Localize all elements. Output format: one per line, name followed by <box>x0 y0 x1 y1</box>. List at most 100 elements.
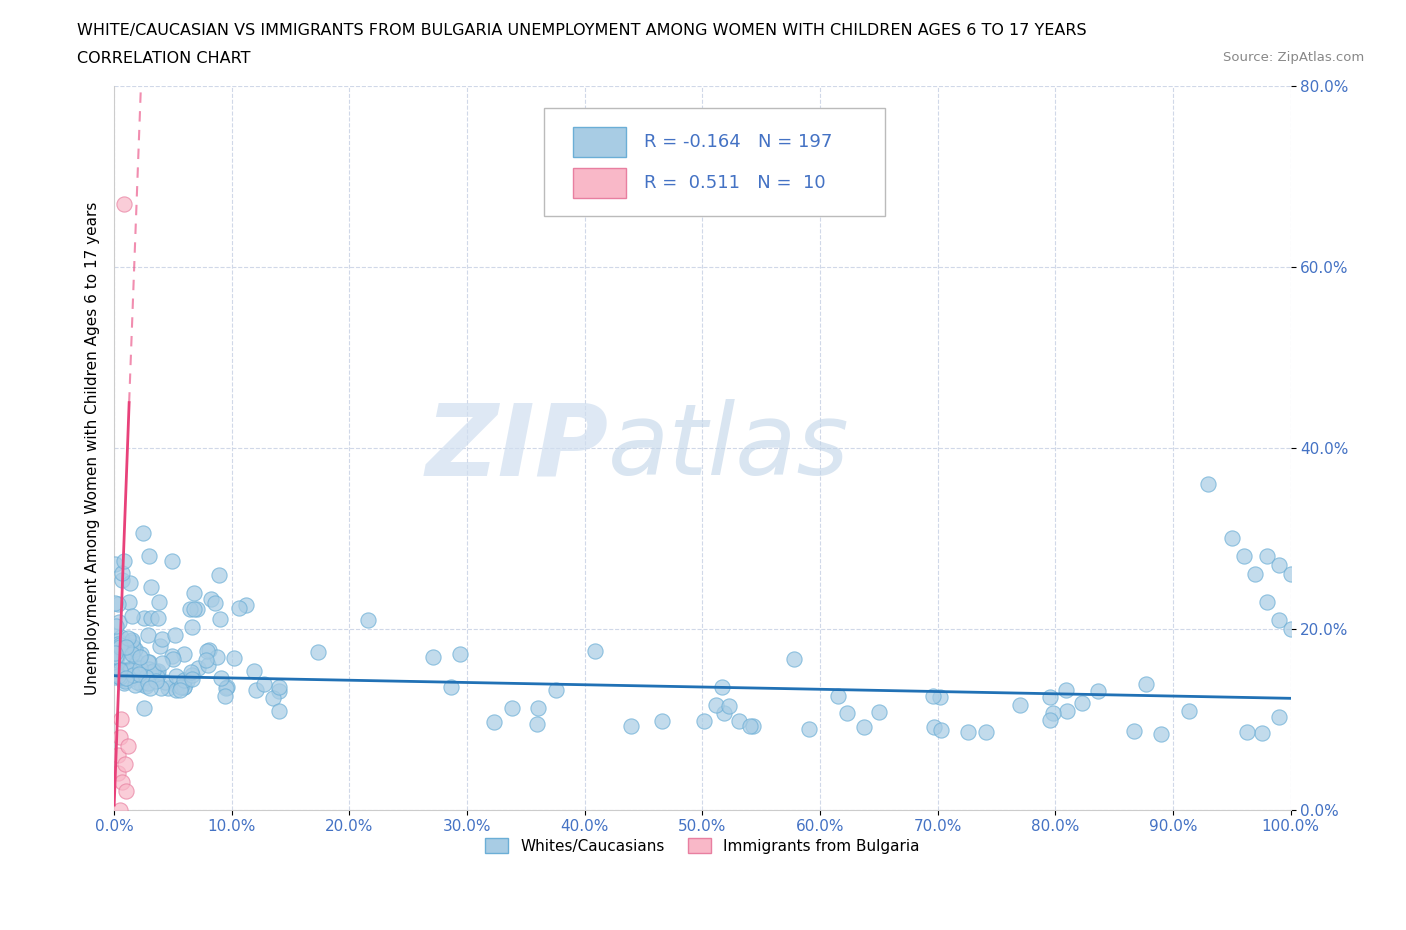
Point <box>121 635 143 650</box>
Text: Source: ZipAtlas.com: Source: ZipAtlas.com <box>1223 51 1364 64</box>
Point <box>112 671 135 686</box>
Point <box>198 643 221 658</box>
Point <box>108 670 131 684</box>
Point <box>105 640 128 655</box>
Point <box>136 676 159 691</box>
Point <box>145 671 167 685</box>
Point <box>160 553 183 568</box>
Point <box>209 612 232 627</box>
Point <box>104 595 127 610</box>
Point <box>728 713 751 728</box>
Point <box>1070 696 1092 711</box>
Legend: Whites/Caucasians, Immigrants from Bulgaria: Whites/Caucasians, Immigrants from Bulga… <box>479 831 925 860</box>
Point <box>110 667 132 682</box>
Point <box>139 681 162 696</box>
Point <box>1039 712 1062 727</box>
Point <box>693 714 716 729</box>
Point <box>208 567 231 582</box>
Point <box>118 595 141 610</box>
Text: WHITE/CAUCASIAN VS IMMIGRANTS FROM BULGARIA UNEMPLOYMENT AMONG WOMEN WITH CHILDR: WHITE/CAUCASIAN VS IMMIGRANTS FROM BULGA… <box>77 23 1087 38</box>
Point <box>835 705 858 720</box>
Point <box>105 648 128 663</box>
Point <box>180 671 202 686</box>
Point <box>267 680 290 695</box>
Point <box>526 717 548 732</box>
Point <box>139 664 162 679</box>
Point <box>195 652 218 667</box>
Point <box>583 644 606 658</box>
Point <box>136 655 159 670</box>
Point <box>120 644 142 658</box>
Point <box>129 660 152 675</box>
Point <box>108 802 131 817</box>
Point <box>112 675 135 690</box>
Point <box>114 757 136 772</box>
Point <box>127 674 149 689</box>
Point <box>114 664 136 679</box>
Point <box>1177 704 1199 719</box>
Point <box>121 608 143 623</box>
Point <box>107 636 129 651</box>
Point <box>160 648 183 663</box>
Y-axis label: Unemployment Among Women with Children Ages 6 to 17 years: Unemployment Among Women with Children A… <box>86 201 100 695</box>
Point <box>717 699 740 714</box>
Point <box>132 700 155 715</box>
Point <box>131 646 153 661</box>
Point <box>117 631 139 645</box>
Point <box>235 597 257 612</box>
Text: CORRELATION CHART: CORRELATION CHART <box>77 51 250 66</box>
Point <box>112 196 135 211</box>
Point <box>1220 531 1243 546</box>
Point <box>111 573 134 588</box>
Point <box>149 638 172 653</box>
Point <box>449 647 471 662</box>
Point <box>104 650 127 665</box>
Point <box>146 664 169 679</box>
Point <box>148 594 170 609</box>
Point <box>108 730 131 745</box>
Point <box>139 610 162 625</box>
Point <box>114 673 136 688</box>
Point <box>1268 612 1291 627</box>
Point <box>186 602 208 617</box>
Point <box>150 631 173 646</box>
Text: atlas: atlas <box>609 399 849 497</box>
Point <box>741 719 763 734</box>
Point <box>134 610 156 625</box>
Point <box>107 615 129 630</box>
Point <box>183 602 205 617</box>
Point <box>183 585 205 600</box>
Point <box>114 636 136 651</box>
Point <box>215 681 238 696</box>
Point <box>195 644 218 658</box>
Point <box>173 672 195 687</box>
Point <box>125 658 148 673</box>
Point <box>1197 476 1219 491</box>
Point <box>1042 706 1064 721</box>
Point <box>1056 703 1078 718</box>
Point <box>163 628 186 643</box>
Point <box>974 724 997 739</box>
Point <box>740 719 762 734</box>
Point <box>124 654 146 669</box>
Point <box>104 557 127 572</box>
Point <box>217 679 239 694</box>
Point <box>176 674 198 689</box>
Point <box>165 678 187 693</box>
Point <box>132 525 155 540</box>
Point <box>117 640 139 655</box>
Point <box>173 680 195 695</box>
Point <box>120 666 142 681</box>
Point <box>620 719 643 734</box>
Point <box>118 662 141 677</box>
Point <box>228 601 250 616</box>
Point <box>1268 558 1291 573</box>
Point <box>150 681 173 696</box>
Point <box>146 670 169 684</box>
FancyBboxPatch shape <box>574 126 626 157</box>
Point <box>713 705 735 720</box>
Point <box>181 619 204 634</box>
Point <box>105 629 128 644</box>
Point <box>111 775 134 790</box>
Point <box>162 652 184 667</box>
